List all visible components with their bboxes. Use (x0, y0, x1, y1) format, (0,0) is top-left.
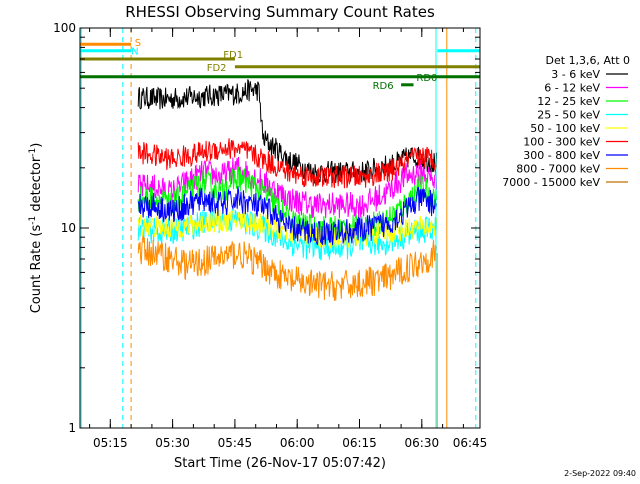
x-tick-label-2: 05:45 (218, 436, 253, 450)
segments-layer: SN FD1 FD2 RD0 RD6 (80, 38, 480, 92)
series-line-4 (137, 208, 438, 249)
y-axis-label: Count Rate (s-1 detector-1) (28, 143, 44, 314)
x-tick-label-1: 05:30 (155, 436, 190, 450)
y-axis-label-sup1: -1 (28, 216, 38, 225)
series-line-2 (137, 165, 438, 242)
x-tick-label-4: 06:15 (342, 436, 377, 450)
series-line-7 (137, 235, 438, 301)
x-tick-label-6: 06:45 (453, 436, 488, 450)
legend-label-0: 3 - 6 keV (551, 68, 600, 81)
x-tick-label-3: 06:00 (280, 436, 315, 450)
x-tick-label-0: 05:15 (93, 436, 128, 450)
x-axis-label: Start Time (26-Nov-17 05:07:42) (174, 456, 386, 471)
segment-label-0: S (135, 38, 141, 49)
legend-label-4: 50 - 100 keV (530, 122, 600, 135)
x-tick-label-5: 06:30 (405, 436, 440, 450)
y-axis-label-sup2: -1 (28, 148, 38, 157)
footer-date: 2-Sep-2022 09:40 (564, 469, 636, 478)
segment-label-5: RD0 (416, 73, 437, 84)
y-axis-label-mid: detector (29, 156, 44, 216)
chart-title: RHESSI Observing Summary Count Rates (125, 3, 435, 21)
y-axis-label-main: Count Rate (s (29, 225, 44, 314)
series-line-6 (137, 186, 438, 246)
y-tick-label-1: 10 (61, 221, 76, 235)
segment-label-4: FD2 (207, 63, 227, 74)
segment-label-6: RD6 (373, 81, 394, 92)
legend-label-6: 300 - 800 keV (523, 149, 600, 162)
segment-label-1: N (131, 47, 138, 58)
legend-label-7: 800 - 7000 keV (516, 163, 600, 176)
legend-label-5: 100 - 300 keV (523, 136, 600, 149)
segment-label-3: FD1 (223, 50, 243, 61)
y-tick-label-2: 100 (53, 21, 76, 35)
markers-layer (80, 28, 477, 428)
legend-label-2: 12 - 25 keV (537, 95, 600, 108)
series-line-5 (137, 138, 438, 189)
y-tick-label-0: 1 (68, 421, 76, 435)
y-axis-label-end: ) (29, 143, 44, 148)
series-line-1 (137, 156, 438, 219)
legend-label-1: 6 - 12 keV (544, 82, 600, 95)
legend-header: Det 1,3,6, Att 0 (546, 54, 630, 67)
series-line-3 (137, 207, 438, 261)
axes-layer: 05:15 05:30 05:45 06:00 06:15 06:30 06:45 1 10 10… (53, 21, 487, 450)
series-layer (137, 79, 438, 428)
legend-label-3: 25 - 50 keV (537, 109, 600, 122)
legend-label-8: 7000 - 15000 keV (502, 176, 600, 189)
